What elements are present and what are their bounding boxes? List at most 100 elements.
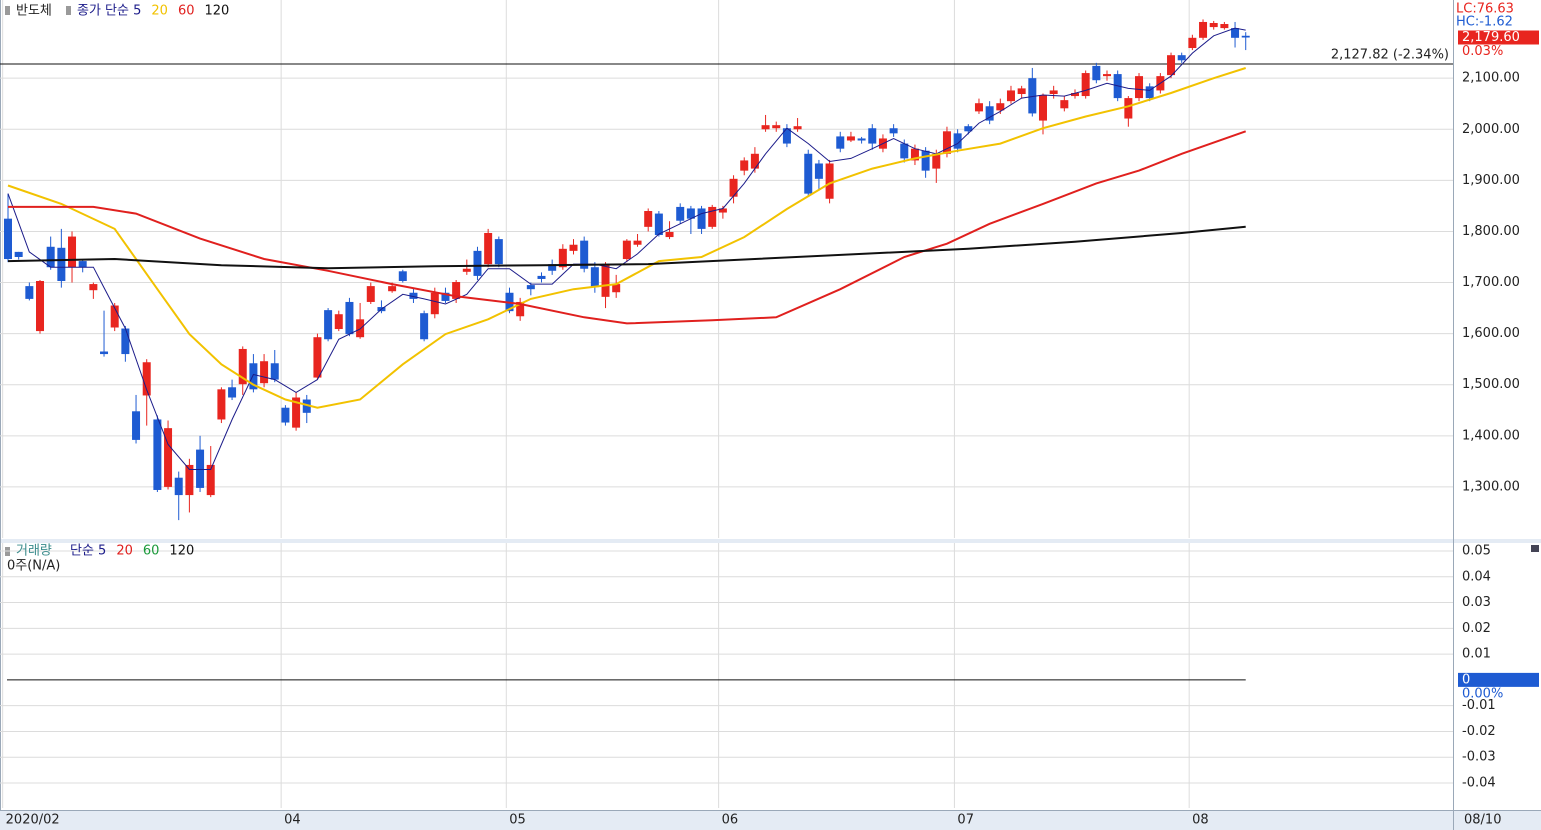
candle-body	[1241, 35, 1250, 38]
candle-body	[270, 363, 279, 380]
candle-body	[217, 389, 226, 420]
candle-body	[366, 286, 375, 302]
legend-icon	[5, 547, 10, 556]
candle-body	[398, 271, 407, 282]
candle-body	[932, 153, 941, 169]
candle-body	[1135, 76, 1144, 99]
candle-body	[1060, 100, 1069, 109]
candle-body	[334, 314, 343, 330]
candle-body	[164, 428, 173, 487]
candle-body	[548, 264, 557, 271]
candle-body	[238, 348, 247, 385]
candle-body	[260, 361, 269, 384]
x-tick-label: 06	[722, 813, 739, 828]
candle-body	[996, 103, 1005, 111]
candle-body	[857, 138, 866, 141]
y-tick-label: 1,600.00	[1462, 326, 1520, 341]
y-tick-label: 1,400.00	[1462, 428, 1520, 443]
candle-body	[281, 407, 290, 423]
candle-body	[100, 351, 109, 355]
candle-body	[569, 244, 578, 251]
y-tick-label: -0.03	[1462, 750, 1496, 765]
candle-body	[921, 150, 930, 171]
candle-body	[452, 282, 461, 299]
y-tick-label: 0.01	[1462, 647, 1491, 662]
candle-body	[89, 284, 98, 291]
candle-body	[441, 292, 450, 301]
legend-entry: 20	[151, 4, 168, 19]
y-tick-label: 1,900.00	[1462, 173, 1520, 188]
candle-body	[846, 136, 855, 141]
candle-body	[4, 218, 12, 260]
candle-body	[697, 208, 706, 229]
candle-body	[900, 143, 909, 159]
candle-body	[910, 148, 919, 161]
candle-body	[484, 232, 493, 265]
y-tick-label: 0.04	[1462, 569, 1491, 584]
x-tick-label: 04	[284, 813, 301, 828]
candle-body	[622, 240, 631, 260]
candle-body	[345, 301, 354, 335]
candle-body	[804, 153, 813, 194]
candle-body	[249, 363, 258, 390]
legend-title: 반도체	[16, 4, 52, 19]
candle-body	[1209, 22, 1218, 28]
legend-entry: 종가 단순 5	[77, 4, 141, 19]
change-label: 0.03%	[1462, 44, 1503, 59]
legend-entry: 단순 5	[70, 544, 106, 559]
candle-body	[185, 464, 194, 496]
candle-body	[1049, 90, 1058, 95]
y-tick-label: 0.05	[1462, 543, 1491, 558]
candle-body	[1103, 74, 1112, 77]
candle-body	[1188, 37, 1197, 49]
candle-body	[772, 125, 781, 129]
y-tick-label: 0.03	[1462, 595, 1491, 610]
x-axis-strip	[0, 810, 1541, 830]
candle-body	[14, 251, 23, 257]
candle-body	[473, 250, 482, 276]
candle-body	[494, 239, 503, 265]
y-tick-label: 1,300.00	[1462, 479, 1520, 494]
candle-body	[740, 160, 749, 171]
candle-body	[430, 292, 439, 315]
candle-body	[153, 419, 162, 490]
candle-body	[1071, 92, 1079, 97]
candle-body	[985, 106, 994, 121]
candle-body	[1017, 88, 1026, 95]
candle-body	[729, 178, 738, 197]
candle-body	[132, 411, 141, 440]
candle-body	[580, 240, 589, 269]
candle-body	[814, 163, 823, 179]
candle-body	[292, 397, 301, 428]
candle-body	[1231, 28, 1240, 38]
candle-body	[68, 236, 77, 268]
candle-body	[324, 310, 333, 340]
y-tick-label: -0.01	[1462, 698, 1496, 713]
candle-body	[601, 264, 610, 297]
candle-body	[1145, 86, 1154, 99]
candle-body	[686, 208, 695, 219]
candle-body	[1199, 21, 1208, 38]
candle-body	[1092, 65, 1101, 81]
legend-entry: 20	[116, 544, 133, 559]
candle-body	[558, 248, 567, 268]
pane-close-icon[interactable]	[1531, 545, 1539, 552]
candle-body	[36, 281, 45, 332]
current-value-box	[1458, 672, 1539, 687]
current-value-label: 0	[1462, 672, 1470, 687]
candle-body	[953, 133, 962, 149]
candle-body	[1006, 90, 1015, 102]
y-tick-label: 1,800.00	[1462, 224, 1520, 239]
candle-body	[1038, 95, 1047, 121]
y-tick-label: 1,700.00	[1462, 275, 1520, 290]
candle-body	[1177, 55, 1186, 61]
candle-body	[121, 328, 130, 355]
y-tick-label: 1,500.00	[1462, 377, 1520, 392]
candle-body	[750, 153, 759, 169]
reference-label: 2,127.82 (-2.34%)	[1331, 47, 1449, 62]
candle-body	[356, 319, 365, 338]
candle-body	[761, 125, 770, 130]
candle-body	[78, 261, 87, 268]
